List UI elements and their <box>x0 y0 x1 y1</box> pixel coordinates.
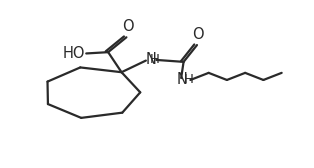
Text: O: O <box>192 27 204 42</box>
Text: H: H <box>149 53 160 66</box>
Text: N: N <box>177 72 188 88</box>
Text: O: O <box>122 19 133 34</box>
Text: H: H <box>184 73 193 87</box>
Text: N: N <box>145 52 156 67</box>
Text: HO: HO <box>62 46 85 61</box>
